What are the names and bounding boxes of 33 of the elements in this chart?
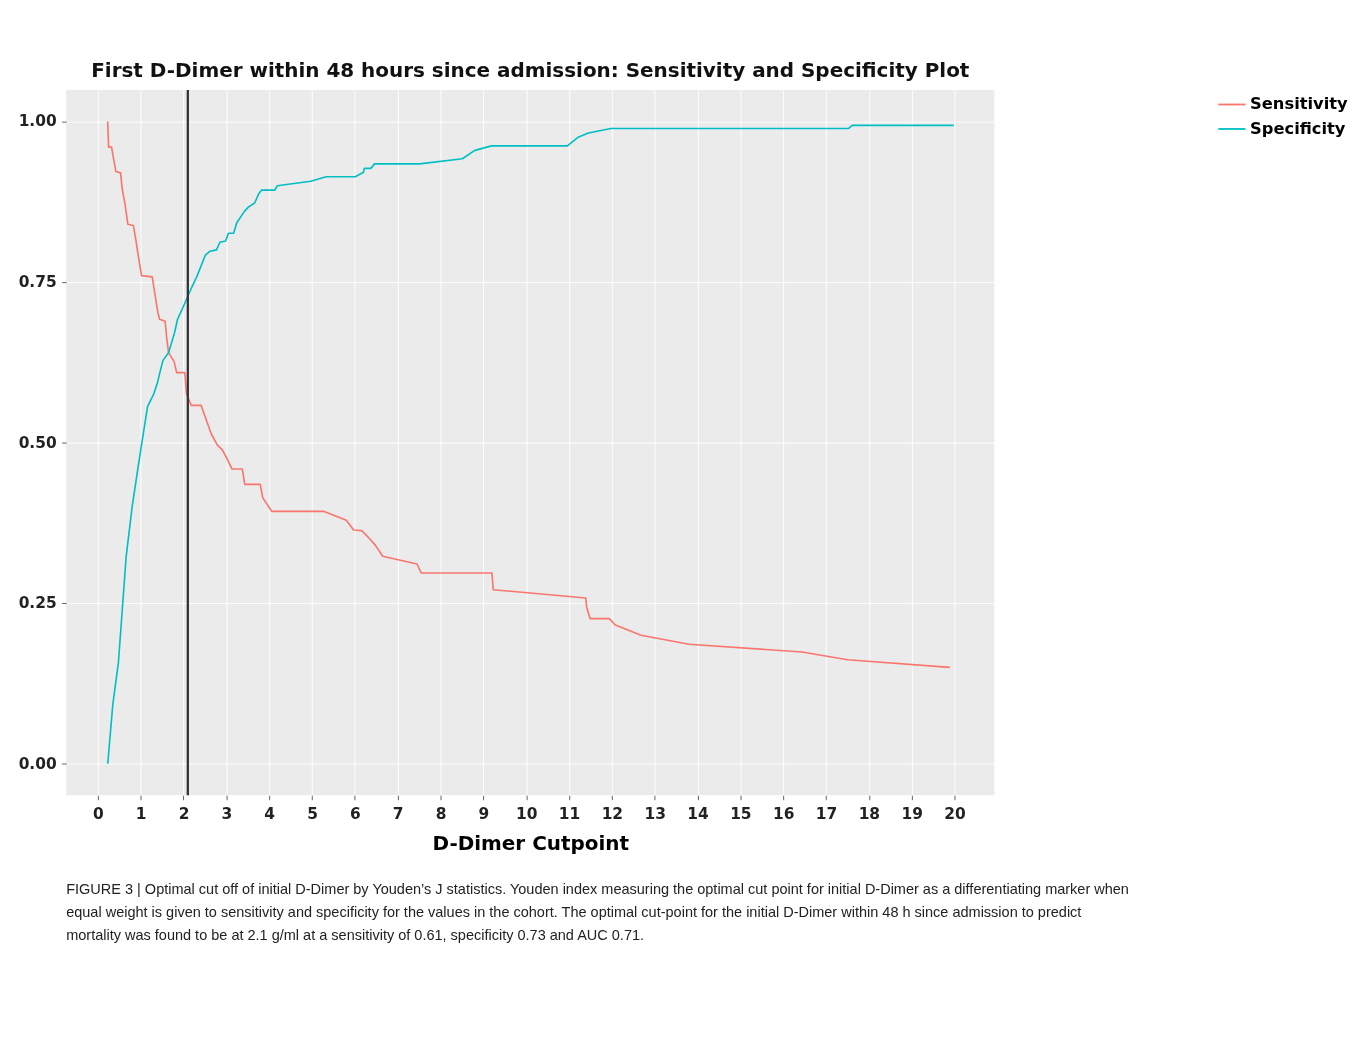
- x-tick-label: 4: [264, 805, 276, 824]
- x-tick-label: 3: [221, 805, 233, 824]
- x-tick-label: 12: [601, 805, 624, 824]
- x-tick-label: 6: [349, 805, 361, 824]
- x-tick-label: 16: [772, 805, 795, 824]
- legend-label: Sensitivity: [1250, 94, 1349, 114]
- x-tick-label: 18: [858, 805, 881, 824]
- y-tick-label: 0.25: [18, 594, 57, 613]
- x-tick-label: 11: [558, 805, 581, 824]
- caption: FIGURE 3 | Optimal cut off of initial D-Dimer by Youden’s J statistics. Youden index measuring the optimal cut point for initial D-Dimer as a differentiating marker when equal weight is given to sensitivity and specificity for the values in the cohort. The optimal cut-point for the initial D-Dimer within 48 h since admission to predict mortality was found to be at 2.1 g/ml at a sensitivity of 0.61, specificity 0.73 and AUC 0.71.: [66, 881, 1129, 943]
- x-tick-label: 2: [178, 805, 190, 824]
- x-tick-label: 5: [307, 805, 318, 824]
- y-tick-label: 0.50: [18, 433, 57, 452]
- chart-title: First D-Dimer within 48 hours since admission: Sensitivity and Specificity Plot: [91, 58, 970, 83]
- x-tick-label: 17: [815, 805, 838, 824]
- x-tick-label: 10: [515, 805, 538, 824]
- x-tick-label: 1: [135, 805, 147, 824]
- x-tick-label: 15: [730, 805, 752, 824]
- x-tick-label: 0: [92, 805, 104, 824]
- legend-label: Specificity: [1250, 118, 1346, 138]
- x-tick-label: 14: [687, 805, 710, 824]
- y-tick-label: 0.00: [18, 754, 57, 773]
- x-axis-title: D-Dimer Cutpoint: [432, 831, 630, 856]
- x-tick-label: 8: [435, 805, 447, 824]
- x-tick-label: 7: [392, 805, 404, 824]
- y-tick-label: 0.75: [18, 273, 57, 292]
- y-tick-label: 1.00: [18, 112, 57, 131]
- x-tick-label: 19: [901, 805, 923, 824]
- x-tick-label: 9: [478, 805, 490, 824]
- line-series: [106, 124, 955, 765]
- x-tick-label: 20: [944, 805, 966, 824]
- x-tick-label: 13: [644, 805, 666, 824]
- line-series: [106, 120, 951, 669]
